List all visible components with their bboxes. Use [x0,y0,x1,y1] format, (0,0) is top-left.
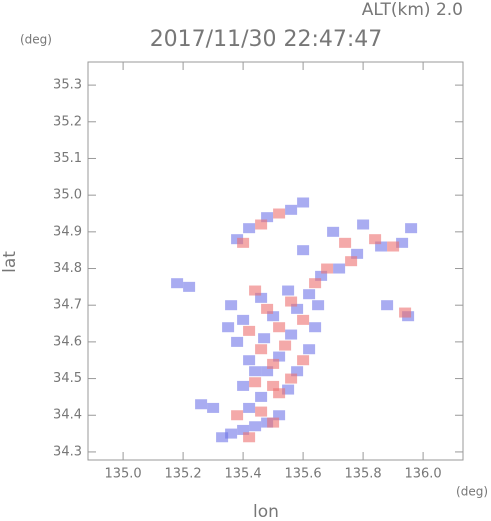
radar-cell [267,311,280,322]
radar-cell [249,377,262,388]
plot-frame [87,61,464,461]
radar-cell [237,314,250,325]
y-tick-label: 34.4 [53,408,82,423]
x-tick-label: 135.2 [164,467,201,482]
y-tick-label: 35.2 [53,114,82,129]
radar-cell [381,300,394,311]
radar-cell [327,226,340,237]
radar-cell [243,325,256,336]
y-tick-label: 35.1 [53,151,82,166]
radar-cell [297,245,310,256]
radar-cell [237,237,250,248]
radar-cell [267,417,280,428]
radar-cell [255,406,268,417]
radar-cell [273,351,286,362]
y-tick-label: 35.0 [53,188,82,203]
radar-cell [261,303,274,314]
radar-cell [225,428,238,439]
radar-cell [273,208,286,219]
radar-cell [231,410,244,421]
radar-cell [303,344,316,355]
x-tick-label: 135.4 [224,467,261,482]
radar-cell [249,285,262,296]
radar-cell [249,366,262,377]
radar-cell [399,307,412,318]
radar-cell [375,241,388,252]
x-tick-label: 135.0 [104,467,141,482]
radar-cell [237,424,250,435]
radar-cell [243,355,256,366]
radar-cell [357,219,370,230]
radar-cell [267,380,280,391]
radar-cell [273,322,286,333]
radar-cell [321,263,334,274]
y-tick-label: 34.9 [53,224,82,239]
radar-cell [279,340,292,351]
radar-cell [387,241,400,252]
radar-cell [285,329,298,340]
radar-cell [243,432,256,443]
chart-title: 2017/11/30 22:47:47 [150,27,383,52]
radar-cell [225,300,238,311]
radar-cell [255,344,268,355]
radar-cell [351,248,364,259]
radar-cell [369,234,382,245]
radar-cell [171,278,184,289]
radar-cell [183,281,196,292]
radar-cell [231,336,244,347]
radar-cell [273,388,286,399]
radar-cell [258,333,271,344]
y-tick-label: 34.5 [53,371,82,386]
y-unit: (deg) [20,33,52,47]
radar-cell [303,289,316,300]
radar-cell [216,432,229,443]
radar-cell [249,421,262,432]
radar-cell [255,219,268,230]
radar-cell [285,296,298,307]
x-tick-label: 136.0 [404,467,441,482]
radar-cell [297,355,310,366]
y-tick-label: 35.3 [53,78,82,93]
radar-cell [285,373,298,384]
chart-subtitle: ALT(km) 2.0 [362,0,463,20]
x-tick-label: 135.6 [284,467,321,482]
y-tick-label: 34.6 [53,334,82,349]
radar-cell [297,314,310,325]
radar-cell [291,366,304,377]
radar-cell [261,366,274,377]
radar-cell [255,391,268,402]
radar-cell [282,384,295,395]
radar-cell [345,256,358,267]
radar-cell [207,402,220,413]
y-tick-label: 34.8 [53,261,82,276]
radar-cell [396,237,409,248]
x-axis-label: lon [253,502,279,521]
radar-cell [243,402,256,413]
x-tick-label: 135.8 [344,467,381,482]
radar-cell [285,204,298,215]
radar-cell [339,237,352,248]
radar-cell [315,270,328,281]
radar-cell [291,303,304,314]
y-tick-label: 34.3 [53,444,82,459]
radar-cell [282,285,295,296]
radar-cell [267,358,280,369]
radar-cell [333,263,346,274]
x-unit: (deg) [456,485,488,499]
y-axis-label: lat [0,251,20,273]
radar-cell [195,399,208,410]
radar-cell [222,322,235,333]
radar-cell [273,410,286,421]
radar-cell [309,322,322,333]
radar-cell [312,300,325,311]
radar-cell [255,292,268,303]
radar-cell [405,223,418,234]
radar-cell [309,278,322,289]
radar-cell [243,223,256,234]
radar-cell [297,197,310,208]
radar-cell [261,212,274,223]
y-tick-label: 34.7 [53,298,82,313]
radar-cell [237,380,250,391]
